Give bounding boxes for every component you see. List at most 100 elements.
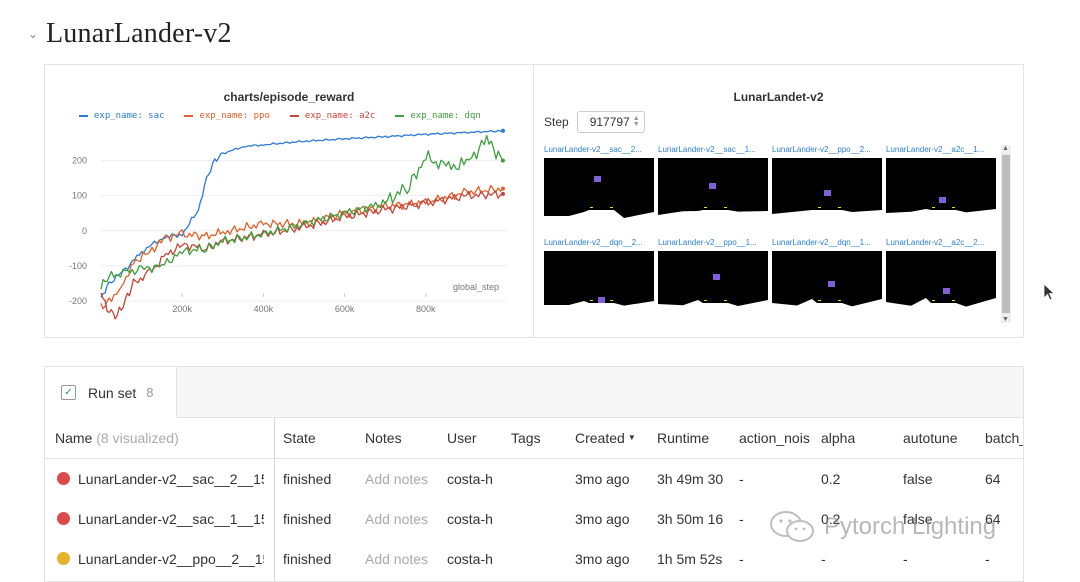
media-item[interactable]: LunarLander-v2__sac__2... xyxy=(544,145,654,222)
media-item-label[interactable]: LunarLander-v2__a2c__1... xyxy=(886,145,985,154)
line-chart[interactable]: 200 100 0 -100 -200 200k 400k 600k 800k global_st… xyxy=(45,65,533,337)
chevron-down-icon[interactable]: ⌄ xyxy=(28,27,39,41)
legend-item[interactable]: exp_name: dqn xyxy=(395,111,481,121)
episode-video-thumbnail[interactable] xyxy=(886,251,996,315)
table-row[interactable]: LunarLander-v2__sac__2__15 finished Add no… xyxy=(45,459,1023,499)
row-run-name[interactable]: LunarLander-v2__sac__2__15 xyxy=(78,471,264,487)
row-autotune: false xyxy=(903,511,933,527)
series-line-exp-name-sac xyxy=(100,129,503,298)
series-end-point xyxy=(500,186,505,191)
column-header-state[interactable]: State xyxy=(283,430,316,446)
row-runtime: 3h 49m 30 xyxy=(657,471,724,487)
panel-grid: charts/episode_reward exp_name: sac exp_n… xyxy=(44,64,1024,338)
table-header: Name (8 visualized) State Notes User Tag… xyxy=(45,418,1023,459)
row-notes[interactable]: Add notes xyxy=(365,471,429,487)
run-color-dot[interactable] xyxy=(57,552,70,565)
run-color-dot[interactable] xyxy=(57,512,70,525)
runs-table-panel: ✓ Run set 8 Name (8 visualized) State No… xyxy=(44,366,1024,582)
media-item-label[interactable]: LunarLander-v2__dqn__1... xyxy=(772,238,871,247)
legend-item[interactable]: exp_name: ppo xyxy=(184,111,270,121)
legend-label: exp_name: a2c xyxy=(304,111,376,121)
row-user: costa-h xyxy=(447,551,493,567)
row-notes[interactable]: Add notes xyxy=(365,511,429,527)
created-header-label: Created xyxy=(575,430,625,446)
column-header-autotune[interactable]: autotune xyxy=(903,430,958,446)
legend-label: exp_name: ppo xyxy=(199,111,270,121)
media-scrollbar[interactable]: ▲ ▼ xyxy=(1001,145,1011,323)
table-row[interactable]: LunarLander-v2__sac__1__15 finished Add no… xyxy=(45,499,1023,539)
episode-reward-chart-panel[interactable]: charts/episode_reward exp_name: sac exp_n… xyxy=(45,65,534,337)
row-created: 3mo ago xyxy=(575,551,630,567)
column-header-runtime[interactable]: Runtime xyxy=(657,430,710,446)
run-set-checkbox[interactable]: ✓ xyxy=(61,385,76,400)
media-item[interactable]: LunarLander-v2__a2c__2... xyxy=(886,238,996,315)
lander-scene xyxy=(544,297,654,315)
media-grid: LunarLander-v2__sac__2... LunarLander-v2_… xyxy=(544,145,999,323)
media-item-label[interactable]: LunarLander-v2__dqn__2... xyxy=(544,238,643,247)
row-user: costa-h xyxy=(447,471,493,487)
sort-desc-icon[interactable]: ▼ xyxy=(627,433,636,442)
column-header-batch[interactable]: batch_ xyxy=(985,430,1023,446)
y-tick-label: -100 xyxy=(69,261,87,271)
series-line-exp-name-a2c xyxy=(100,190,504,320)
column-header-tags[interactable]: Tags xyxy=(511,430,541,446)
media-item[interactable]: LunarLander-v2__ppo__2... xyxy=(772,145,882,222)
media-item-label[interactable]: LunarLander-v2__ppo__1... xyxy=(658,238,757,247)
row-batch: - xyxy=(985,551,990,567)
column-header-created[interactable]: Created ▼ xyxy=(575,418,636,458)
legend-item[interactable]: exp_name: sac xyxy=(79,111,164,121)
wechat-icon xyxy=(770,511,814,542)
episode-video-thumbnail[interactable] xyxy=(544,251,654,315)
row-runtime: 3h 50m 16 xyxy=(657,511,724,527)
media-item[interactable]: LunarLander-v2__dqn__2... xyxy=(544,238,654,315)
media-item[interactable]: LunarLander-v2__a2c__1... xyxy=(886,145,996,222)
section-header[interactable]: ⌄ LunarLander-v2 xyxy=(28,18,232,50)
column-header-name[interactable]: Name (8 visualized) xyxy=(55,418,179,458)
legend-label: exp_name: dqn xyxy=(410,111,481,121)
media-item[interactable]: LunarLander-v2__sac__1... xyxy=(658,145,768,222)
episode-video-thumbnail[interactable] xyxy=(658,251,768,315)
step-control: Step 917797 ▲ ▼ xyxy=(544,111,645,133)
row-notes[interactable]: Add notes xyxy=(365,551,429,567)
media-item-label[interactable]: LunarLander-v2__sac__2... xyxy=(544,145,642,154)
tab-run-set[interactable]: ✓ Run set 8 xyxy=(45,367,177,418)
table-row[interactable]: LunarLander-v2__ppo__2__15 finished Add no… xyxy=(45,539,1023,579)
row-batch: 64 xyxy=(985,511,1001,527)
step-input[interactable]: 917797 ▲ ▼ xyxy=(576,111,645,133)
scroll-down-icon[interactable]: ▼ xyxy=(1002,316,1009,323)
scroll-up-icon[interactable]: ▲ xyxy=(1002,145,1009,152)
episode-video-thumbnail[interactable] xyxy=(772,158,882,222)
legend-swatch xyxy=(184,115,194,117)
y-tick-label: 100 xyxy=(72,191,87,201)
chart-title: charts/episode_reward xyxy=(223,90,355,104)
x-tick-label: 800k xyxy=(416,304,436,314)
x-tick-label: 600k xyxy=(335,304,355,314)
legend-item[interactable]: exp_name: a2c xyxy=(289,111,376,121)
name-column-divider[interactable] xyxy=(274,418,275,581)
row-run-name[interactable]: LunarLander-v2__ppo__2__15 xyxy=(78,551,264,567)
media-item-label[interactable]: LunarLander-v2__sac__1... xyxy=(658,145,756,154)
media-item[interactable]: LunarLander-v2__ppo__1... xyxy=(658,238,768,315)
stepper-icon[interactable]: ▲ ▼ xyxy=(632,115,640,128)
lander-scene xyxy=(886,288,996,315)
media-panel[interactable]: LunarLandet-v2 Step 917797 ▲ ▼ LunarLande… xyxy=(534,65,1023,337)
scroll-thumb[interactable] xyxy=(1002,155,1010,313)
run-color-dot[interactable] xyxy=(57,472,70,485)
series-line-exp-name-dqn xyxy=(100,134,504,290)
column-header-action-noise[interactable]: action_nois xyxy=(739,430,810,446)
episode-video-thumbnail[interactable] xyxy=(886,158,996,222)
column-header-user[interactable]: User xyxy=(447,430,477,446)
episode-video-thumbnail[interactable] xyxy=(772,251,882,315)
episode-video-thumbnail[interactable] xyxy=(658,158,768,222)
row-run-name[interactable]: LunarLander-v2__sac__1__15 xyxy=(78,511,264,527)
media-item-label[interactable]: LunarLander-v2__a2c__2... xyxy=(886,238,985,247)
row-batch: 64 xyxy=(985,471,1001,487)
column-header-alpha[interactable]: alpha xyxy=(821,430,856,446)
row-created: 3mo ago xyxy=(575,511,630,527)
media-item-label[interactable]: LunarLander-v2__ppo__2... xyxy=(772,145,871,154)
media-item[interactable]: LunarLander-v2__dqn__1... xyxy=(772,238,882,315)
x-axis-label: global_step xyxy=(453,282,499,292)
episode-video-thumbnail[interactable] xyxy=(544,158,654,222)
column-header-notes[interactable]: Notes xyxy=(365,430,402,446)
legend-swatch xyxy=(289,115,299,117)
